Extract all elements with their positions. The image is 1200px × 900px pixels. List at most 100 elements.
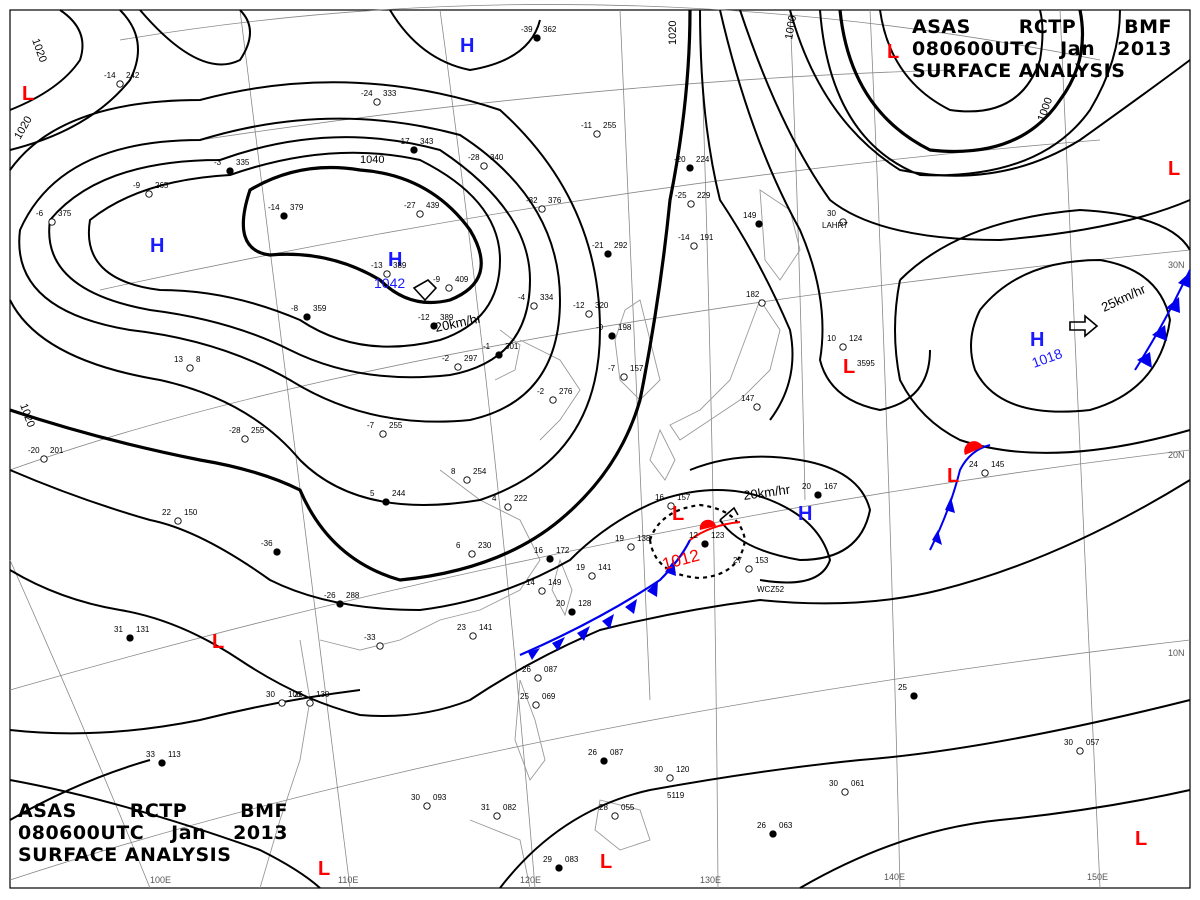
station-pressure: 100 <box>288 690 302 699</box>
station-circle <box>588 572 596 580</box>
station-pressure: 379 <box>290 203 304 212</box>
station-circle <box>126 634 134 642</box>
station-temperature: -9 <box>133 181 141 190</box>
agency-label: ASAS <box>912 16 971 38</box>
isobar-nw-3 <box>139 9 251 66</box>
meridian-130e <box>699 9 719 889</box>
station-id: LAHR7 <box>822 221 848 230</box>
low-pressure-marker: L <box>1135 828 1147 850</box>
station-circle <box>666 774 674 782</box>
station-circle <box>379 430 387 438</box>
station-circle <box>463 476 471 484</box>
station-circle <box>226 167 234 175</box>
isobar-east-mid <box>699 9 794 421</box>
lat-lon-grid <box>9 4 1191 889</box>
station-temperature: -39 <box>521 25 533 34</box>
movement-arrows <box>412 279 1099 521</box>
station-temperature: -33 <box>364 633 376 642</box>
station-temperature: 147 <box>741 394 755 403</box>
station-pressure: 201 <box>50 446 64 455</box>
high-pressure-marker: H <box>798 503 812 525</box>
station-circle <box>667 502 675 510</box>
station-temperature: 20 <box>556 599 565 608</box>
isobar-1012-low <box>648 503 747 580</box>
parallel-35n <box>99 139 1101 291</box>
station-temperature: 24 <box>969 460 978 469</box>
issuer-label: BMF <box>240 800 288 822</box>
warm-front-semicircle <box>699 519 716 530</box>
station-pressure: 389 <box>393 261 407 270</box>
station-temperature: -11 <box>581 121 593 130</box>
title-line-2: 080600UTC Jan 2013 <box>18 822 288 844</box>
station-temperature: 182 <box>746 290 760 299</box>
station-pressure: 222 <box>514 494 528 503</box>
station-markers <box>40 34 1084 872</box>
station-circle <box>373 98 381 106</box>
station-temperature: 6 <box>456 541 461 550</box>
station-temperature: 19 <box>576 563 585 572</box>
high-pressure-marker: H <box>1030 329 1044 351</box>
station-pressure: 069 <box>542 692 556 701</box>
station-temperature: -32 <box>526 196 538 205</box>
luzon <box>514 679 546 781</box>
borneo <box>469 819 531 889</box>
station-temperature: -20 <box>674 155 686 164</box>
station-temperature: 30 <box>266 690 275 699</box>
japan-honshu <box>669 299 781 441</box>
station-circle <box>174 517 182 525</box>
station-pressure: 242 <box>126 71 140 80</box>
parallel-45n <box>199 69 951 141</box>
korea-coast <box>614 299 661 401</box>
station-circle <box>480 162 488 170</box>
station-pressure: 224 <box>696 155 710 164</box>
valid-time-label: 080600UTC <box>912 38 1039 60</box>
isobar-nw-2 <box>9 9 139 151</box>
station-pressure: 063 <box>779 821 793 830</box>
station-pressure: 333 <box>383 89 397 98</box>
station-id: 5119 <box>667 791 685 800</box>
isobar-1016 <box>9 469 832 612</box>
title-block-top: ASAS RCTP BMF 080600UTC Jan 2013 SURFACE… <box>912 16 1172 82</box>
cold-front-triangle <box>945 497 955 513</box>
station-temperature: 25 <box>898 683 907 692</box>
lat-label: 20N <box>1168 450 1185 460</box>
station-temperature: 27 <box>733 556 742 565</box>
year-label: 2013 <box>233 822 288 844</box>
isobar-1010 <box>9 689 361 735</box>
station-circle <box>469 632 477 640</box>
station-pressure: 141 <box>598 563 612 572</box>
cold-front-triangle <box>1152 325 1167 341</box>
station-circle <box>690 242 698 250</box>
station-label: RCTP <box>129 800 188 822</box>
warm-front-semicircle <box>964 441 983 455</box>
low-pressure-marker: L <box>318 858 330 880</box>
station-pressure: 198 <box>618 323 632 332</box>
station-temperature: -21 <box>592 241 604 250</box>
station-temperature: -2 <box>537 387 545 396</box>
low-pressure-marker: L <box>212 631 224 653</box>
cold-front-triangle <box>647 581 658 597</box>
station-pressure: 149 <box>548 578 562 587</box>
station-pressure: 439 <box>426 201 440 210</box>
station-circle <box>504 503 512 511</box>
month-label: Jan <box>1060 38 1096 60</box>
station-temperature: 13 <box>174 355 183 364</box>
map-border <box>9 9 1191 889</box>
low-pressure-marker: L <box>1168 158 1180 180</box>
station-circle <box>493 812 501 820</box>
station-pressure: 131 <box>136 625 150 634</box>
station-pressure: 335 <box>236 158 250 167</box>
month-label: Jan <box>171 822 207 844</box>
station-pressure: 375 <box>58 209 72 218</box>
station-temperature: -6 <box>36 209 44 218</box>
parallel-40n <box>119 4 1101 61</box>
station-circle <box>538 587 546 595</box>
station-pressure: 340 <box>490 153 504 162</box>
station-temperature: -8 <box>291 304 299 313</box>
station-temperature: -14 <box>268 203 280 212</box>
station-circle <box>416 210 424 218</box>
lon-label: 140E <box>884 872 905 882</box>
station-pressure: 061 <box>851 779 865 788</box>
lon-label: 150E <box>1087 872 1108 882</box>
